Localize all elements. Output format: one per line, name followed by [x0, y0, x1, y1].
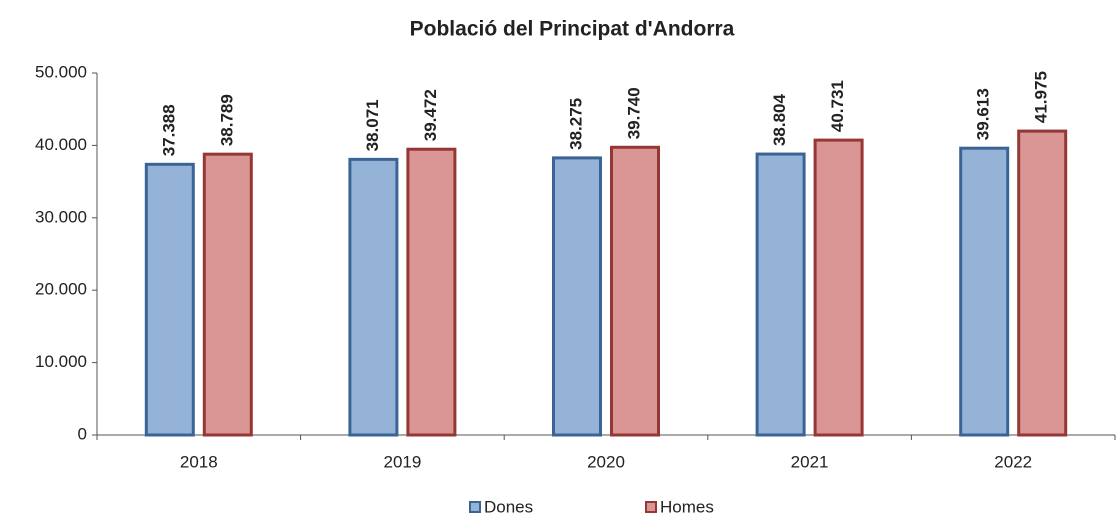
- bar: [348, 157, 399, 437]
- bar: [813, 138, 864, 437]
- bar: [959, 146, 1010, 437]
- value-label: 39.613: [974, 88, 993, 140]
- bar: [1017, 129, 1068, 437]
- legend-label: Dones: [484, 497, 533, 516]
- legend-swatch: [469, 501, 481, 513]
- y-tick-label: 0: [78, 424, 87, 443]
- x-tick-label: 2022: [994, 452, 1032, 471]
- bar: [552, 156, 602, 437]
- chart-title: Població del Principat d'Andorra: [410, 18, 735, 41]
- bar: [202, 152, 253, 437]
- y-tick-label: 20.000: [35, 280, 87, 299]
- value-label: 39.740: [624, 87, 643, 139]
- y-tick-label: 30.000: [35, 207, 87, 226]
- y-tick-label: 10.000: [35, 352, 87, 371]
- bar: [610, 145, 660, 437]
- legend-label: Homes: [660, 497, 714, 516]
- bar: [144, 162, 195, 437]
- value-label: 38.789: [217, 94, 236, 146]
- value-label: 38.275: [566, 98, 585, 150]
- x-tick-label: 2018: [180, 452, 218, 471]
- bar: [755, 152, 806, 437]
- x-tick-label: 2019: [383, 452, 421, 471]
- value-label: 40.731: [828, 80, 847, 132]
- x-tick-label: 2021: [791, 452, 829, 471]
- value-label: 41.975: [1032, 71, 1051, 123]
- value-label: 37.388: [159, 104, 178, 156]
- value-label: 39.472: [421, 89, 440, 141]
- y-tick-label: 50.000: [35, 62, 87, 81]
- y-tick-label: 40.000: [35, 135, 87, 154]
- x-tick-label: 2020: [587, 452, 625, 471]
- bar: [406, 147, 457, 437]
- value-label: 38.804: [770, 94, 789, 147]
- value-label: 38.071: [363, 99, 382, 151]
- legend-swatch: [645, 501, 657, 513]
